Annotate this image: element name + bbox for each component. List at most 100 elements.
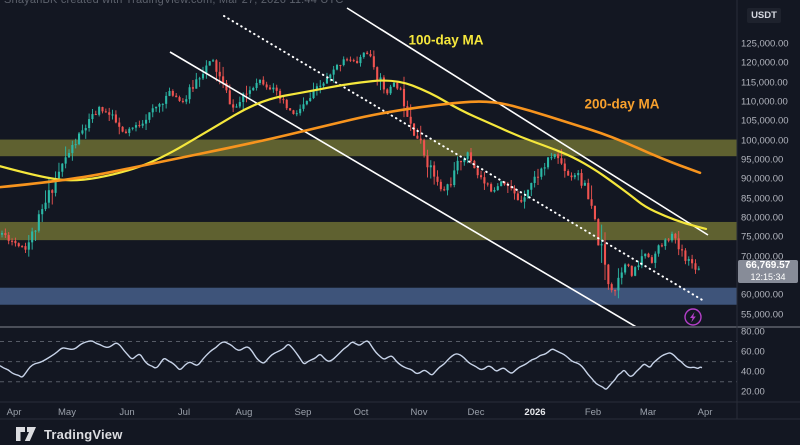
- ma100-line: [0, 79, 708, 231]
- candle: [570, 172, 573, 181]
- last-price-label: 66,769.57 12:15:34: [738, 260, 798, 283]
- candle: [171, 89, 174, 97]
- candle: [0, 230, 4, 238]
- candle: [175, 93, 178, 98]
- candle: [557, 151, 560, 164]
- candle: [37, 210, 40, 233]
- candle: [335, 63, 339, 71]
- tradingview-logo[interactable]: TradingView: [15, 425, 123, 443]
- candle: [396, 81, 399, 90]
- price-axis-tick: 95,000.00: [741, 154, 784, 166]
- candle: [322, 81, 325, 88]
- candle: [480, 170, 483, 180]
- price-axis-tick: 75,000.00: [741, 231, 784, 243]
- zone-rect[interactable]: [0, 221, 737, 241]
- candle: [677, 231, 680, 256]
- candle: [346, 57, 349, 62]
- candle: [57, 162, 60, 180]
- candle: [399, 86, 402, 91]
- candle: [7, 232, 10, 245]
- candle: [255, 78, 258, 91]
- price-zones[interactable]: [0, 139, 737, 305]
- candle: [667, 237, 670, 243]
- time-axis-tick: Feb: [584, 407, 602, 418]
- zone-rect[interactable]: [0, 287, 737, 305]
- candle: [155, 106, 158, 112]
- candle: [21, 245, 24, 248]
- candle: [181, 98, 184, 104]
- zone-rect[interactable]: [0, 139, 737, 157]
- candle: [426, 149, 429, 178]
- quote-currency-badge[interactable]: USDT: [747, 8, 781, 23]
- candle: [67, 149, 71, 158]
- candle: [252, 86, 255, 91]
- candle: [195, 72, 198, 89]
- candle: [78, 131, 81, 146]
- candle: [319, 80, 322, 94]
- candle: [74, 138, 77, 149]
- candle: [91, 108, 94, 123]
- candle: [248, 86, 251, 98]
- price-axis-tick: 70,000.00: [741, 251, 784, 263]
- candle: [235, 103, 238, 108]
- candle: [600, 224, 603, 263]
- candle: [285, 98, 288, 111]
- candle: [295, 110, 298, 117]
- candle: [580, 169, 583, 189]
- candle: [4, 228, 7, 238]
- candle: [674, 232, 677, 244]
- rsi-pane[interactable]: [0, 340, 737, 390]
- candle: [94, 110, 97, 116]
- dotted-trendline[interactable]: [223, 15, 705, 302]
- time-axis-tick: Dec: [467, 407, 485, 418]
- candle: [359, 54, 362, 67]
- candle: [423, 138, 426, 158]
- solid-trendline[interactable]: [169, 51, 638, 328]
- ma100-annotation-label[interactable]: 100-day MA: [408, 32, 484, 48]
- flash-boost-button[interactable]: [684, 308, 702, 326]
- candle: [376, 66, 379, 86]
- candle: [681, 244, 684, 257]
- rsi-axis-tick: 20.00: [741, 386, 765, 398]
- candle: [513, 185, 516, 200]
- candle: [215, 59, 218, 82]
- candle: [356, 56, 359, 64]
- candle: [490, 182, 493, 193]
- moving-averages: [0, 79, 708, 231]
- candle: [178, 95, 181, 102]
- candle: [138, 120, 141, 128]
- candle: [188, 84, 191, 104]
- rsi-axis-tick: 80.00: [741, 326, 765, 337]
- candle: [205, 60, 208, 79]
- candle: [459, 160, 462, 171]
- time-axis-tick: Sep: [294, 407, 312, 418]
- candle: [342, 56, 345, 67]
- candle: [222, 66, 225, 89]
- candle: [114, 110, 117, 124]
- candle: [536, 168, 540, 185]
- ma200-annotation-label[interactable]: 200-day MA: [584, 96, 660, 112]
- candle: [590, 185, 593, 209]
- candle: [64, 146, 67, 169]
- candle: [644, 253, 647, 259]
- candle: [500, 180, 503, 187]
- candle: [664, 238, 667, 250]
- candle: [654, 251, 657, 269]
- candle: [128, 127, 131, 137]
- candle: [510, 180, 513, 191]
- candle: [14, 237, 17, 247]
- price-axis-tick: 115,000.00: [741, 77, 788, 89]
- trendlines[interactable]: [169, 7, 709, 328]
- candle: [201, 66, 205, 81]
- solid-trendline[interactable]: [346, 7, 709, 236]
- candle: [124, 129, 127, 134]
- price-axis-tick: 60,000.00: [741, 289, 784, 301]
- candle: [429, 160, 432, 179]
- candle: [339, 64, 342, 72]
- candle: [577, 170, 580, 181]
- candle: [617, 268, 620, 299]
- candle: [634, 266, 637, 277]
- candle: [362, 52, 365, 59]
